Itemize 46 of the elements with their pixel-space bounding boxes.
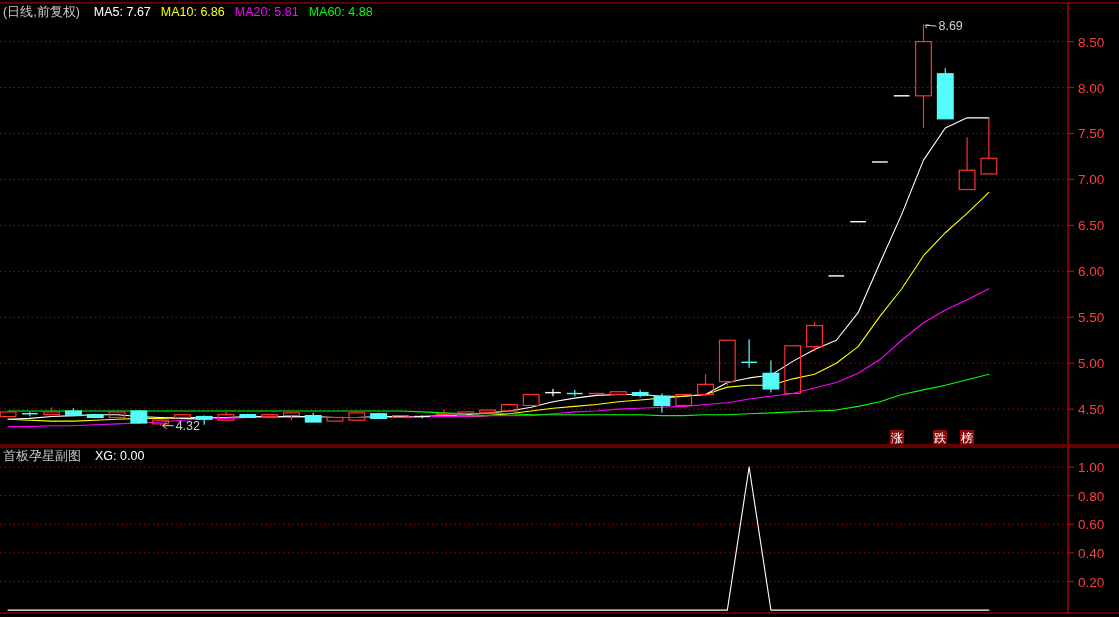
- candlestick: [609, 391, 627, 396]
- y-tick-label: 8.00: [1078, 80, 1105, 96]
- candlestick: [173, 414, 191, 419]
- candlestick: [958, 136, 976, 191]
- y-tick-label: 4.50: [1078, 402, 1105, 418]
- y-tick-label: 7.00: [1078, 172, 1105, 188]
- text: MA20: 5.81: [234, 5, 299, 19]
- candlestick: [762, 359, 780, 394]
- candlestick: [479, 409, 497, 414]
- y-tick-label: 0.60: [1078, 517, 1105, 533]
- annotation: 跌: [934, 430, 946, 445]
- text: MA60: 4.88: [308, 5, 373, 19]
- candlestick: [348, 412, 366, 421]
- text: XG: 0.00: [95, 449, 145, 463]
- line-series: [7, 288, 990, 428]
- candlestick: [435, 408, 453, 416]
- candlestick: [457, 411, 475, 417]
- line-series: [7, 373, 990, 417]
- candlestick: [217, 411, 235, 421]
- annotation: 榜: [961, 430, 973, 445]
- annotation: 8.69: [938, 19, 963, 34]
- y-tick-label: 0.80: [1078, 488, 1105, 504]
- candlestick: [653, 392, 671, 414]
- y-tick-label: 5.00: [1078, 356, 1105, 372]
- y-tick-label: 0.40: [1078, 545, 1105, 561]
- candlestick: [391, 415, 409, 419]
- annotation: 4.32: [175, 418, 201, 433]
- candlestick: [0, 411, 17, 418]
- candlestick: [326, 416, 344, 422]
- text: MA10: 6.86: [160, 5, 225, 19]
- annotation: 涨: [891, 430, 903, 445]
- y-tick-label: 6.50: [1078, 218, 1105, 234]
- candlestick: [522, 393, 540, 407]
- y-tick-label: 7.50: [1078, 126, 1105, 142]
- y-tick-label: 6.00: [1078, 264, 1105, 280]
- y-tick-label: 1.00: [1078, 460, 1105, 476]
- text: MA5: 7.67: [93, 5, 151, 19]
- chart-title: 首板孕星副图: [3, 449, 81, 463]
- candlestick: [784, 345, 802, 395]
- y-tick-label: 8.50: [1078, 34, 1105, 50]
- candlestick: [108, 411, 126, 419]
- candlestick: [261, 414, 279, 418]
- chart-title: (日线,前复权): [3, 5, 80, 19]
- candlestick: [980, 118, 998, 175]
- y-tick-label: 5.50: [1078, 310, 1105, 326]
- y-tick-label: 0.20: [1078, 574, 1105, 590]
